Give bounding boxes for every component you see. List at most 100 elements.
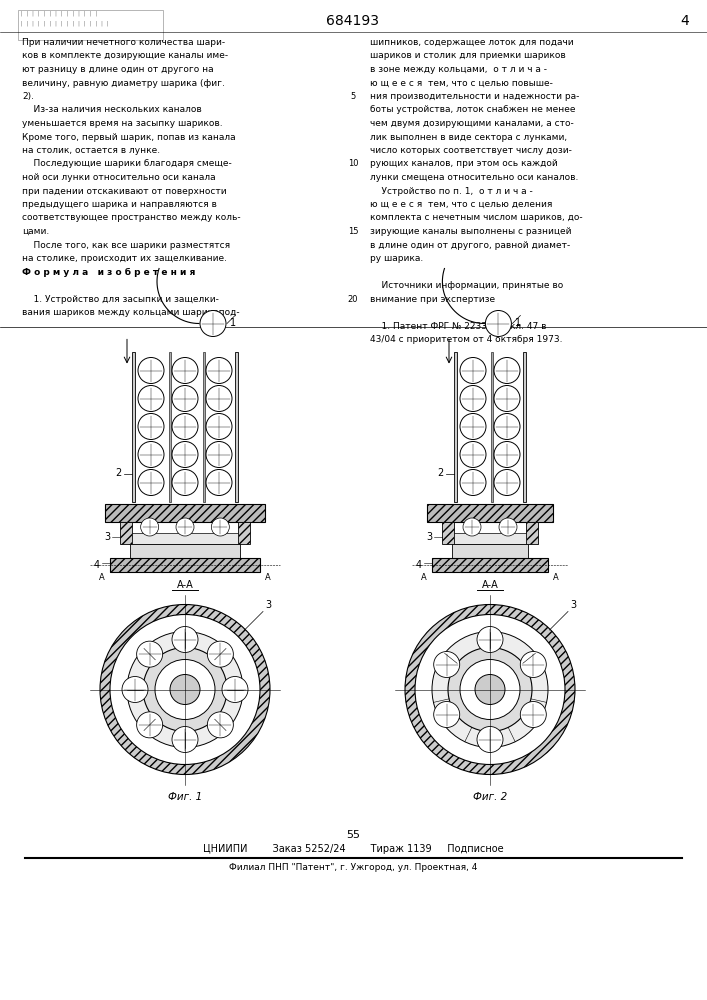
Bar — [432, 558, 548, 572]
Circle shape — [136, 712, 163, 738]
Circle shape — [222, 676, 248, 702]
Text: Фиг. 1: Фиг. 1 — [168, 792, 202, 802]
Text: 2: 2 — [438, 468, 444, 479]
Circle shape — [206, 414, 232, 440]
Text: шипников, содержащее лоток для подачи: шипников, содержащее лоток для подачи — [370, 38, 573, 47]
Text: 5: 5 — [351, 92, 356, 101]
Circle shape — [460, 660, 520, 720]
Text: чем двумя дозирующими каналами, а сто-: чем двумя дозирующими каналами, а сто- — [370, 119, 574, 128]
Circle shape — [155, 660, 215, 720]
Circle shape — [460, 442, 486, 468]
Circle shape — [176, 518, 194, 536]
Text: 3: 3 — [570, 599, 576, 609]
Text: 10: 10 — [348, 159, 358, 168]
Text: зирующие каналы выполнены с разницей: зирующие каналы выполнены с разницей — [370, 227, 571, 236]
Bar — [442, 522, 454, 544]
Text: ю щ е е с я  тем, что с целью повыше-: ю щ е е с я тем, что с целью повыше- — [370, 79, 553, 88]
Text: Из-за наличия нескольких каналов: Из-за наличия нескольких каналов — [22, 105, 201, 114]
Text: Кроме того, первый шарик, попав из канала: Кроме того, первый шарик, попав из канал… — [22, 132, 235, 141]
Bar — [235, 352, 238, 502]
Circle shape — [172, 726, 198, 752]
Circle shape — [432, 632, 548, 748]
Text: на столик, остается в лунке.: на столик, остается в лунке. — [22, 146, 160, 155]
Text: 3: 3 — [104, 532, 110, 542]
Circle shape — [475, 674, 505, 704]
Circle shape — [138, 414, 164, 440]
Text: При наличии нечетного количества шари-: При наличии нечетного количества шари- — [22, 38, 225, 47]
Text: предыдущего шарика и направляются в: предыдущего шарика и направляются в — [22, 200, 217, 209]
Circle shape — [448, 648, 532, 732]
Circle shape — [138, 358, 164, 383]
Text: 1: 1 — [230, 318, 236, 328]
Text: А: А — [99, 572, 105, 582]
Text: ков в комплекте дозирующие каналы име-: ков в комплекте дозирующие каналы име- — [22, 51, 228, 60]
Circle shape — [433, 652, 460, 678]
Text: А: А — [553, 572, 559, 582]
Text: величину, равную диаметру шарика (фиг.: величину, равную диаметру шарика (фиг. — [22, 79, 225, 88]
Text: при падении отскакивают от поверхности: при падении отскакивают от поверхности — [22, 186, 227, 196]
Text: 43/04 с приоритетом от 4 октября 1973.: 43/04 с приоритетом от 4 октября 1973. — [370, 335, 563, 344]
Text: А-А: А-А — [177, 580, 194, 589]
Circle shape — [494, 414, 520, 440]
Circle shape — [494, 385, 520, 412]
Circle shape — [206, 470, 232, 495]
Circle shape — [520, 702, 547, 728]
Text: лунки смещена относительно оси каналов.: лунки смещена относительно оси каналов. — [370, 173, 578, 182]
Circle shape — [138, 470, 164, 495]
Text: 20: 20 — [348, 294, 358, 304]
Text: 4: 4 — [416, 560, 422, 570]
Text: После того, как все шарики разместятся: После того, как все шарики разместятся — [22, 240, 230, 249]
Circle shape — [172, 358, 198, 383]
Text: Фиг. 2: Фиг. 2 — [473, 792, 507, 802]
Text: внимание при экспертизе: внимание при экспертизе — [370, 294, 495, 304]
Circle shape — [110, 614, 260, 764]
Text: 2).: 2). — [22, 92, 34, 101]
Circle shape — [206, 385, 232, 412]
Bar — [132, 352, 135, 502]
Circle shape — [211, 518, 229, 536]
Text: в зоне между кольцами,  о т л и ч а -: в зоне между кольцами, о т л и ч а - — [370, 65, 547, 74]
Text: на столике, происходит их защелкивание.: на столике, происходит их защелкивание. — [22, 254, 227, 263]
Text: в длине один от другого, равной диамет-: в длине один от другого, равной диамет- — [370, 240, 571, 249]
Text: 1. Устройство для засыпки и защелки-: 1. Устройство для засыпки и защелки- — [22, 294, 219, 304]
Circle shape — [433, 702, 460, 728]
Bar — [110, 558, 260, 572]
Bar — [427, 504, 553, 522]
Bar — [491, 352, 493, 502]
Circle shape — [100, 604, 270, 774]
Text: Источники информации, принятые во: Источники информации, принятые во — [370, 281, 563, 290]
Text: А-А: А-А — [481, 580, 498, 589]
Text: ю щ е е с я  тем, что с целью деления: ю щ е е с я тем, что с целью деления — [370, 200, 552, 209]
Circle shape — [494, 358, 520, 383]
Bar — [169, 352, 171, 502]
Text: 2: 2 — [116, 468, 122, 479]
Circle shape — [460, 385, 486, 412]
Text: 1. Патент ФРГ № 2233378, кл. 47 в: 1. Патент ФРГ № 2233378, кл. 47 в — [370, 322, 547, 330]
Circle shape — [141, 518, 158, 536]
Text: 55: 55 — [346, 830, 360, 840]
Text: 4: 4 — [94, 560, 100, 570]
Circle shape — [206, 358, 232, 383]
Circle shape — [200, 310, 226, 336]
Text: Устройство по п. 1,  о т л и ч а -: Устройство по п. 1, о т л и ч а - — [370, 186, 533, 196]
Bar — [105, 504, 265, 522]
Text: комплекта с нечетным числом шариков, до-: комплекта с нечетным числом шариков, до- — [370, 214, 583, 223]
Text: | | | | | | | | | | | | | |: | | | | | | | | | | | | | | — [20, 10, 98, 15]
Circle shape — [494, 442, 520, 468]
Circle shape — [172, 470, 198, 495]
Bar — [130, 544, 240, 558]
Circle shape — [405, 604, 575, 774]
Text: рующих каналов, при этом ось каждой: рующих каналов, при этом ось каждой — [370, 159, 558, 168]
Bar — [203, 352, 205, 502]
Text: ют разницу в длине один от другого на: ют разницу в длине один от другого на — [22, 65, 214, 74]
Text: А: А — [265, 572, 271, 582]
Text: Филиал ПНП "Патент", г. Ужгород, ул. Проектная, 4: Филиал ПНП "Патент", г. Ужгород, ул. Про… — [229, 863, 477, 872]
Circle shape — [127, 632, 243, 748]
Circle shape — [486, 310, 511, 336]
Circle shape — [172, 385, 198, 412]
Circle shape — [477, 726, 503, 752]
Circle shape — [520, 652, 547, 678]
Circle shape — [172, 442, 198, 468]
Circle shape — [138, 442, 164, 468]
Circle shape — [172, 414, 198, 440]
